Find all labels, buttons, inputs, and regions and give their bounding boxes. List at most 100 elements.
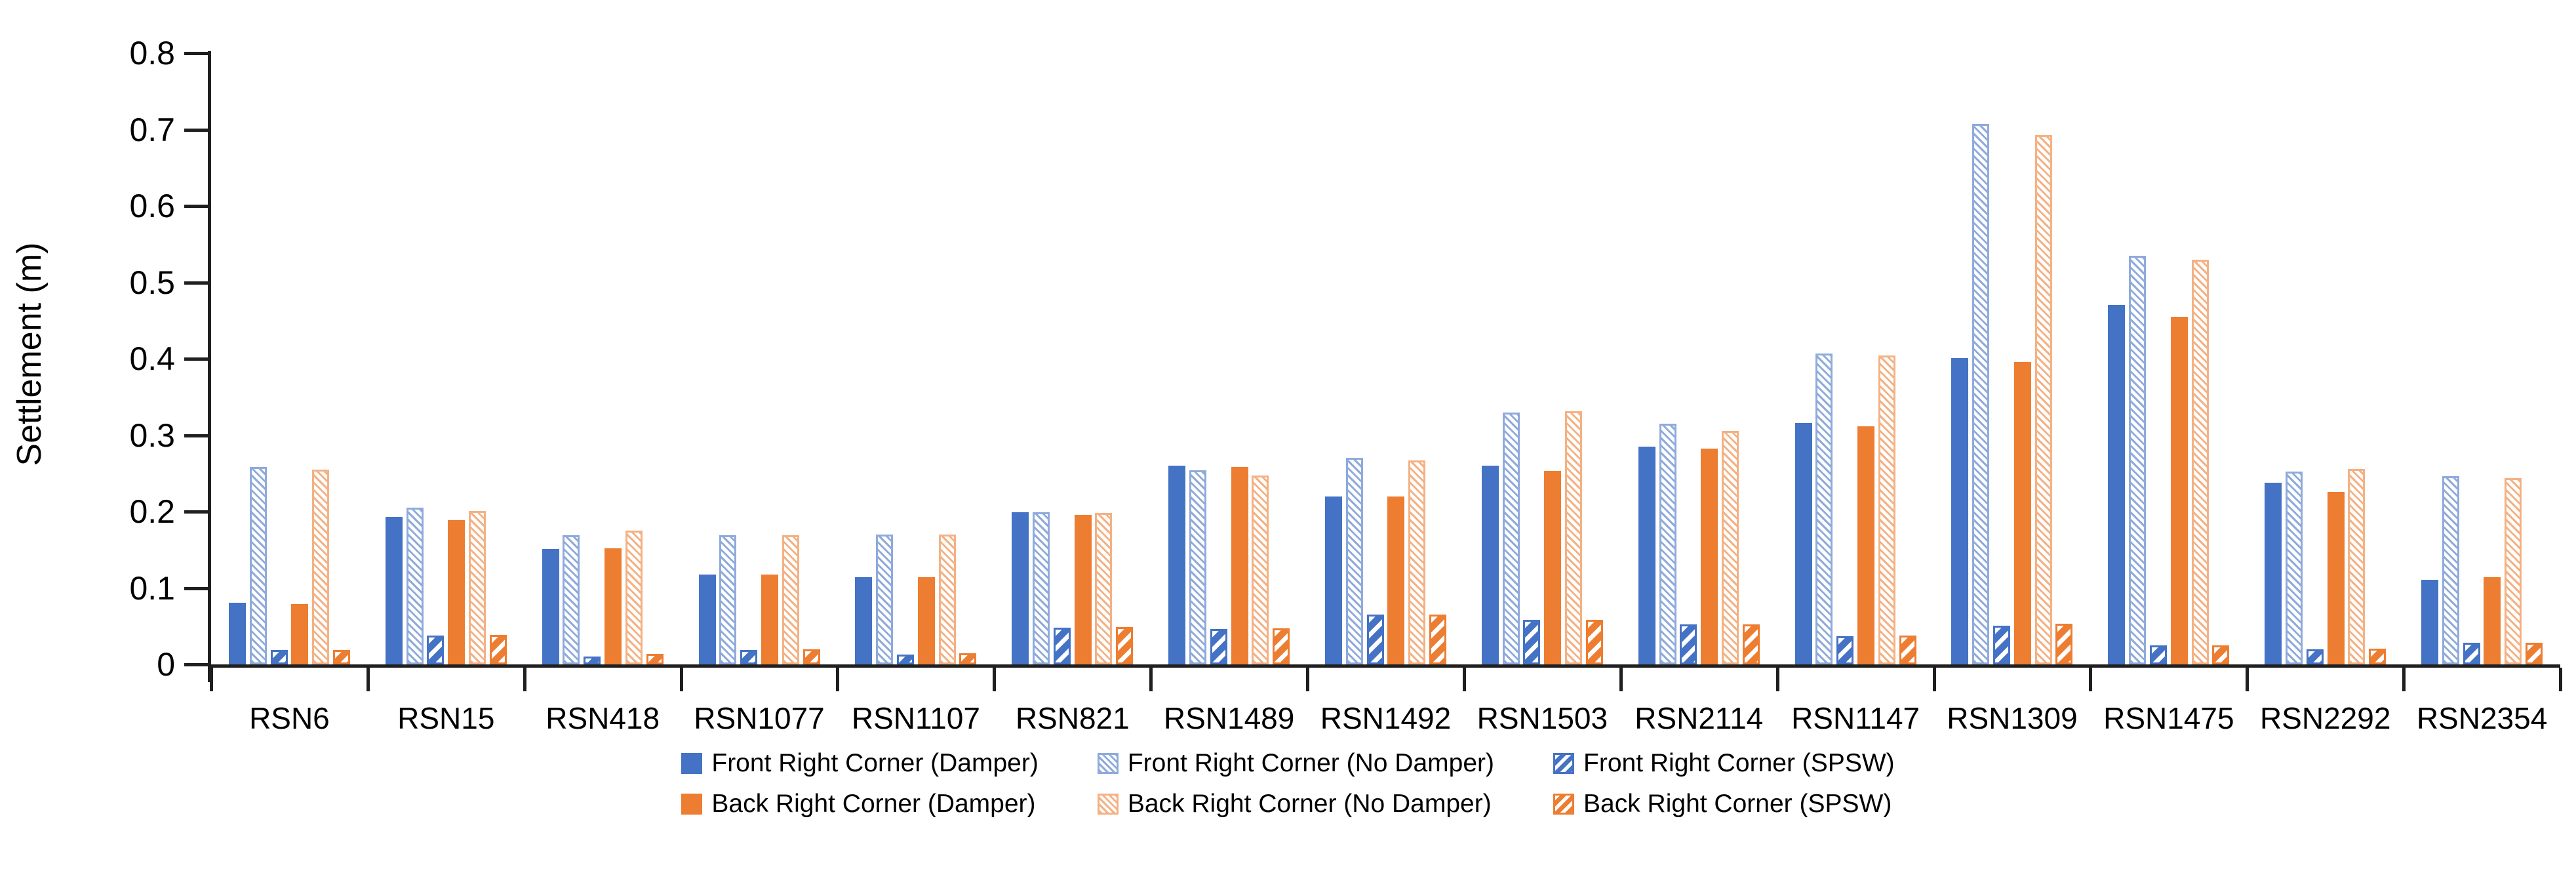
bar-rsn6-back-right-corner-spsw [333,650,350,664]
legend-marker-back-right-corner-spsw [1553,794,1575,815]
bar-rsn1475-back-right-corner-damper [2171,317,2188,664]
x-category-label: RSN1107 [851,701,980,735]
y-tick-label: 0.5 [129,264,175,301]
y-tick [184,663,208,666]
y-tick-label: 0.4 [129,340,175,377]
bar-rsn1309-front-right-corner-damper [1951,358,1968,664]
x-tick [366,668,370,691]
bar-rsn1489-front-right-corner-damper [1168,466,1185,664]
x-tick [1775,668,1779,691]
bar-rsn1475-front-right-corner-damper [2108,305,2125,664]
bar-rsn15-back-right-corner-spsw [490,635,507,664]
bar-rsn1147-front-right-corner-spsw [1836,636,1853,664]
bar-rsn15-front-right-corner-spsw [427,636,444,664]
bar-rsn1077-back-right-corner-no-damper [782,535,799,664]
bar-rsn2114-front-right-corner-spsw [1680,624,1697,664]
bar-rsn1489-front-right-corner-no-damper [1189,470,1206,664]
bar-rsn1309-front-right-corner-spsw [1993,626,2010,664]
x-category-label: RSN2292 [2259,701,2391,735]
bar-rsn6-back-right-corner-no-damper [312,470,329,664]
y-tick [184,52,208,55]
legend-label: Back Right Corner (No Damper) [1127,790,1492,818]
bar-rsn1492-front-right-corner-no-damper [1346,458,1363,664]
bar-rsn1147-back-right-corner-spsw [1899,636,1916,664]
x-tick [1149,668,1153,691]
bar-rsn1492-front-right-corner-damper [1325,496,1342,664]
legend-label: Front Right Corner (No Damper) [1127,749,1495,777]
bar-rsn6-back-right-corner-damper [291,604,308,664]
y-tick [184,205,208,208]
bar-rsn1107-back-right-corner-spsw [959,653,976,664]
bar-rsn418-back-right-corner-spsw [646,654,664,664]
y-tick-label: 0.8 [129,35,175,71]
bar-rsn2114-back-right-corner-spsw [1743,624,1760,664]
y-tick-label: 0.6 [129,188,175,224]
bar-rsn1475-back-right-corner-no-damper [2192,260,2209,664]
bar-rsn1147-front-right-corner-damper [1795,423,1812,664]
legend-item-front-right-corner-no-damper: Front Right Corner (No Damper) [1097,749,1495,778]
bar-rsn1475-front-right-corner-no-damper [2129,256,2146,664]
bar-rsn1489-back-right-corner-no-damper [1252,476,1269,664]
y-tick-label: 0.7 [129,111,175,148]
x-tick [1619,668,1623,691]
x-axis-line [208,664,2560,668]
legend-marker-front-right-corner-damper [681,753,703,774]
legend-item-back-right-corner-no-damper: Back Right Corner (No Damper) [1097,790,1494,819]
x-category-label: RSN1077 [694,701,825,735]
bar-rsn418-back-right-corner-no-damper [625,531,643,664]
bar-rsn1107-back-right-corner-damper [918,577,935,664]
bar-rsn1492-back-right-corner-no-damper [1408,460,1425,664]
bar-rsn821-back-right-corner-damper [1075,515,1092,664]
y-tick-label: 0.3 [129,416,175,454]
bar-rsn1489-front-right-corner-spsw [1210,629,1227,664]
bar-rsn821-back-right-corner-spsw [1116,627,1133,664]
bar-rsn6-front-right-corner-damper [229,603,246,664]
x-category-label: RSN2114 [1635,701,1764,735]
y-tick-label: 0.1 [129,569,175,607]
bar-rsn2354-back-right-corner-damper [2484,577,2501,664]
y-axis-title: Settlement (m) [10,242,49,466]
bar-rsn418-front-right-corner-no-damper [563,535,580,664]
x-tick [1462,668,1466,691]
bar-rsn15-front-right-corner-damper [386,517,403,664]
bar-rsn1492-front-right-corner-spsw [1367,615,1384,664]
bar-rsn2292-front-right-corner-spsw [2307,649,2324,664]
bar-rsn1503-back-right-corner-no-damper [1565,411,1582,664]
bar-rsn1503-back-right-corner-spsw [1586,620,1603,664]
bar-rsn2354-front-right-corner-spsw [2463,643,2480,664]
bar-rsn1489-back-right-corner-damper [1231,467,1248,664]
x-category-label: RSN1309 [1947,701,2078,735]
bar-rsn15-front-right-corner-no-damper [406,508,424,664]
bar-rsn2292-back-right-corner-spsw [2369,649,2386,664]
bar-rsn1147-back-right-corner-no-damper [1878,355,1895,664]
legend-item-front-right-corner-spsw: Front Right Corner (SPSW) [1553,749,1895,778]
y-axis-line [208,51,211,682]
x-tick [679,668,683,691]
bar-rsn2354-front-right-corner-damper [2421,580,2438,664]
bar-rsn1309-front-right-corner-no-damper [1972,124,1989,664]
bar-rsn1475-front-right-corner-spsw [2150,645,2167,664]
bar-rsn1503-front-right-corner-spsw [1523,620,1540,664]
x-tick [2089,668,2093,691]
bar-rsn2114-front-right-corner-no-damper [1659,424,1676,664]
x-tick [210,668,213,691]
x-tick [836,668,840,691]
x-category-label: RSN2354 [2416,701,2548,735]
bar-rsn15-back-right-corner-no-damper [469,511,486,664]
bar-rsn1077-front-right-corner-no-damper [719,535,736,664]
bar-rsn1503-front-right-corner-damper [1482,466,1499,664]
legend-label: Front Right Corner (SPSW) [1583,749,1895,777]
bar-rsn821-front-right-corner-spsw [1054,628,1071,664]
bar-rsn6-front-right-corner-no-damper [250,467,267,664]
bar-rsn1147-back-right-corner-damper [1857,426,1874,664]
legend-item-back-right-corner-spsw: Back Right Corner (SPSW) [1553,790,1895,819]
bar-rsn2292-back-right-corner-damper [2328,492,2345,664]
x-tick [1932,668,1936,691]
bar-rsn1492-back-right-corner-damper [1387,496,1404,664]
bar-rsn2292-front-right-corner-damper [2265,483,2282,664]
x-tick [1306,668,1310,691]
x-category-label: RSN6 [249,701,330,735]
x-category-label: RSN15 [397,701,495,735]
y-tick [184,586,208,590]
